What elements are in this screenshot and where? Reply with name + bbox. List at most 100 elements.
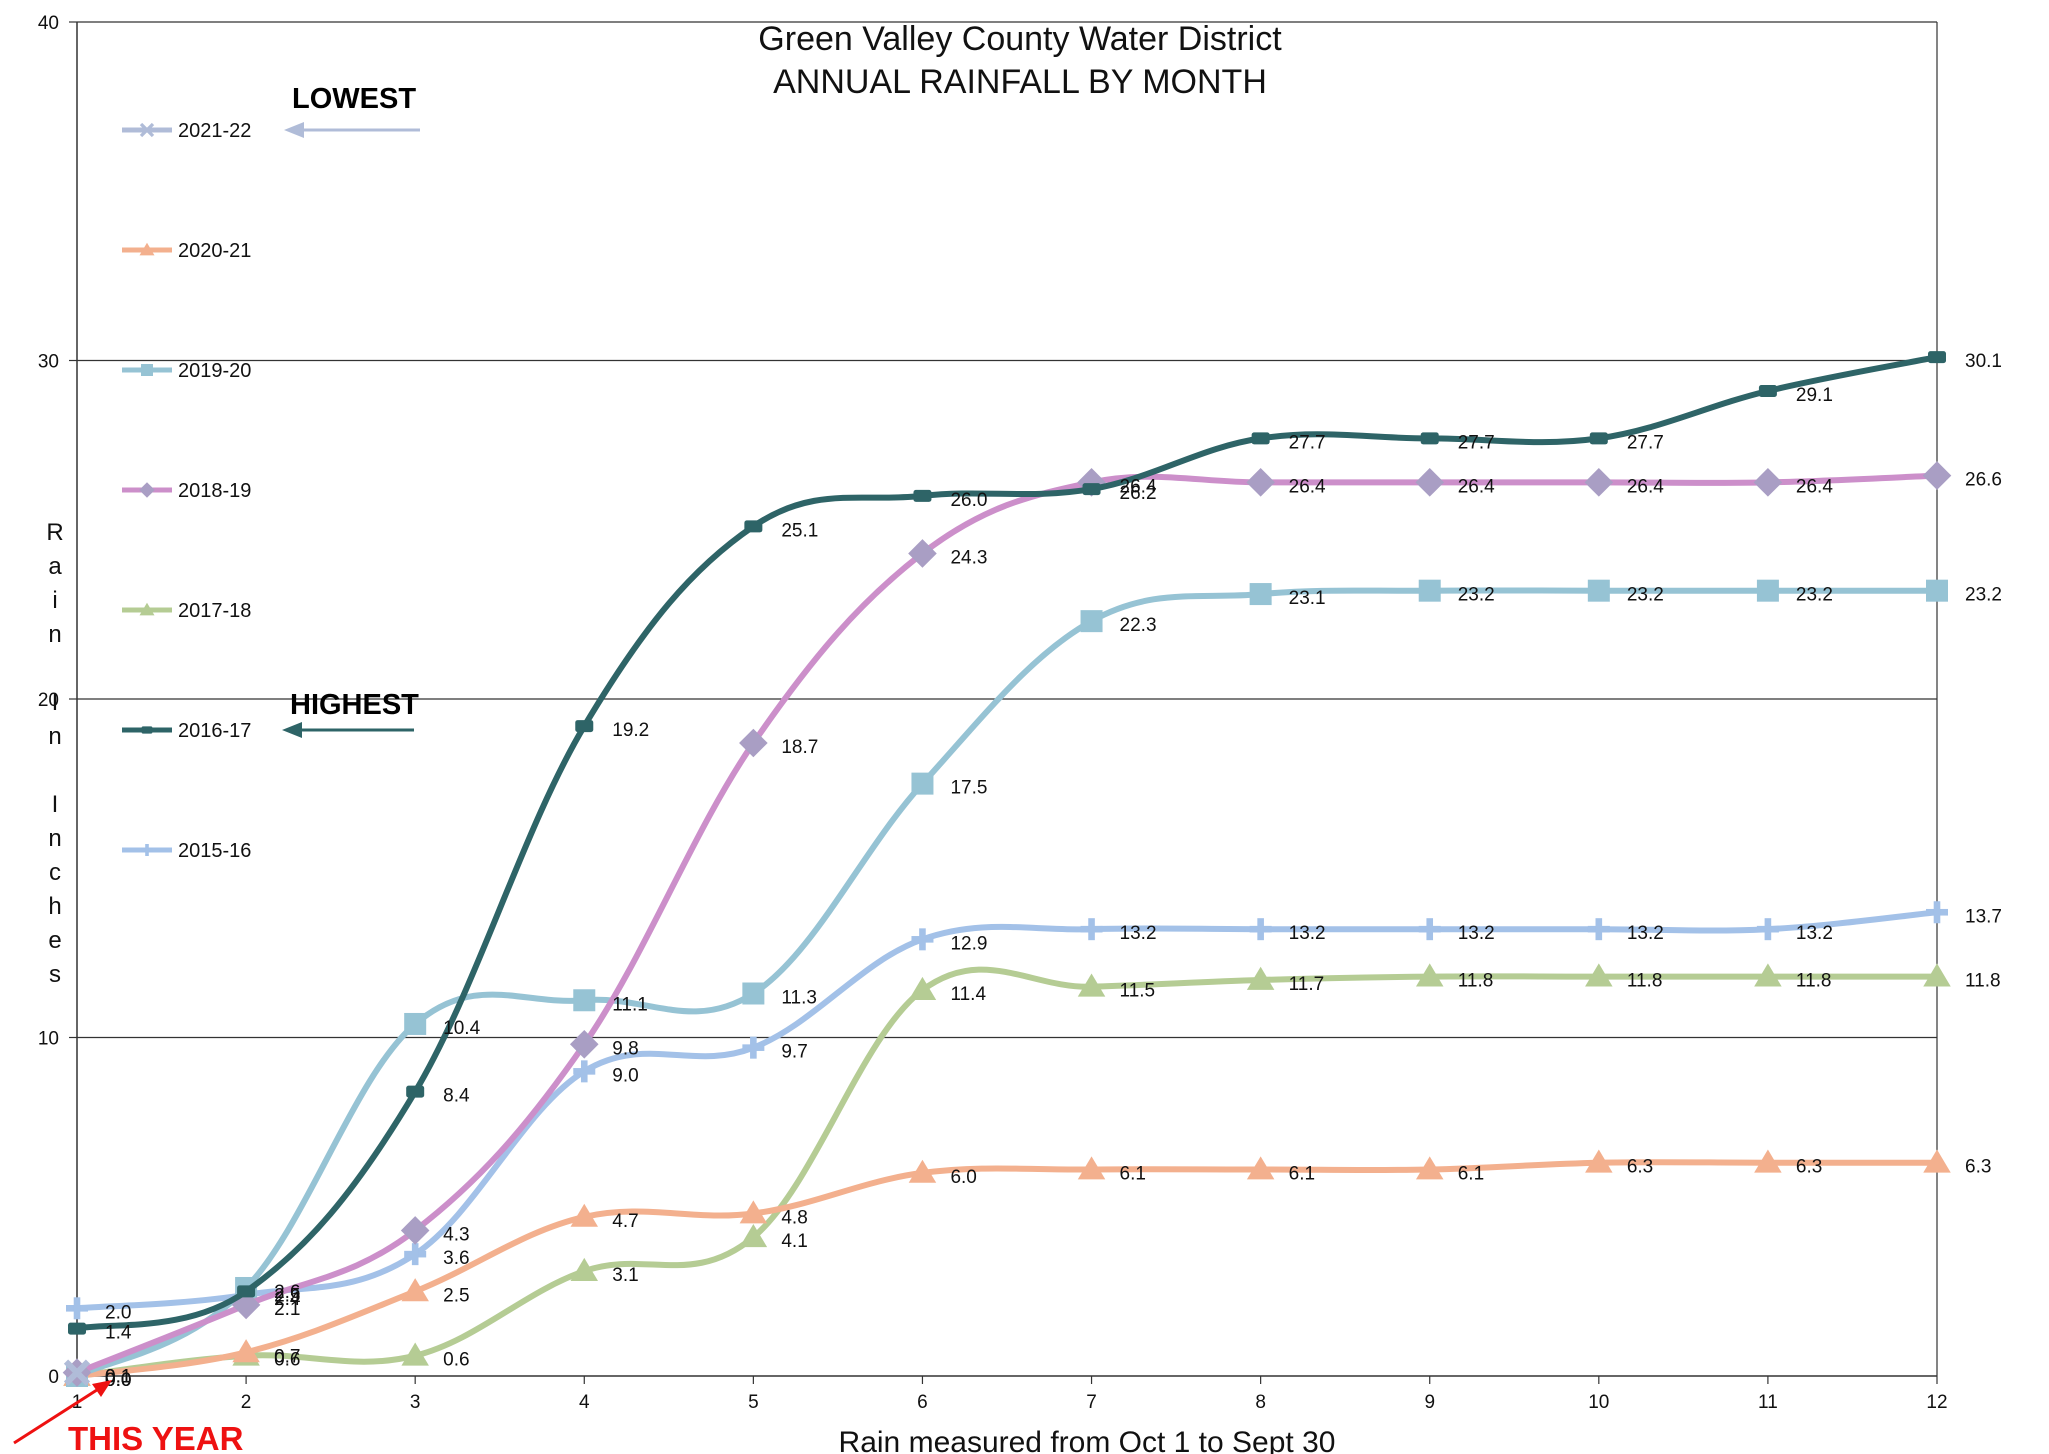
marker-2017-18-5: [739, 1224, 768, 1248]
data-label-2020-21-10: 6.3: [1627, 1157, 1653, 1178]
data-label-2015-16-8: 13.2: [1289, 923, 1326, 944]
series-2021-22: [63, 1359, 91, 1386]
marker-2017-18-3: [401, 1342, 429, 1366]
marker-2018-19-10: [1584, 468, 1614, 497]
data-label-2020-21-1: 0.0: [105, 1370, 131, 1391]
marker-2020-21-10: [1585, 1149, 1613, 1173]
legend-label-2018-19: 2018-19: [178, 480, 251, 502]
y-tick-label-10: 10: [38, 1029, 59, 1050]
marker-2015-16-5: [742, 1036, 765, 1059]
y-tick-label-20: 20: [38, 690, 59, 711]
marker-2016-17-11: [1758, 384, 1777, 397]
marker-2020-21-8: [1246, 1156, 1275, 1180]
data-label-2016-17-12: 30.1: [1965, 351, 2002, 372]
marker-2016-17-4: [575, 720, 594, 733]
axes: 010203040123456789101112Rain measured fr…: [38, 13, 1948, 1454]
legend-item-2021-22: 2021-22: [122, 120, 251, 142]
data-label-2019-20-12: 23.2: [1965, 585, 2002, 606]
legend-item-2015-16: 2015-16: [122, 840, 251, 862]
data-label-2016-17-8: 27.7: [1289, 432, 1326, 453]
legend-item-2018-19: 2018-19: [122, 480, 251, 502]
marker-2017-18-11: [1754, 963, 1782, 987]
data-label-2017-18-4: 3.1: [612, 1265, 638, 1286]
lowest-callout-label: LOWEST: [292, 83, 416, 115]
data-label-2017-18-3: 0.6: [443, 1350, 469, 1371]
x-tick-label-5: 5: [748, 1392, 759, 1413]
marker-2016-17-1: [68, 1322, 86, 1335]
legend-marker-2017-18: [139, 602, 155, 616]
series-2017-18: [63, 963, 1951, 1386]
marker-2019-20-8: [1249, 583, 1272, 606]
data-label-2015-16-4: 9.0: [612, 1065, 638, 1086]
data-label-2018-19-10: 26.4: [1627, 476, 1664, 497]
data-label-2016-17-7: 26.2: [1120, 483, 1157, 504]
series-group: [62, 351, 1952, 1387]
legend-item-2020-21: 2020-21: [122, 240, 251, 262]
marker-2015-16-9: [1418, 918, 1441, 941]
chart-title-line-2: ANNUAL RAINFALL BY MONTH: [773, 63, 1267, 101]
legend-label-2016-17: 2016-17: [178, 720, 251, 742]
data-label-2015-16-11: 13.2: [1796, 923, 1833, 944]
legend-marker-2015-16: [141, 844, 153, 856]
series-line-2020-21: [74, 1159, 1940, 1379]
marker-2017-18-12: [1923, 963, 1951, 987]
data-label-2019-20-3: 10.4: [443, 1018, 480, 1039]
this-year-arrow-head: [92, 1380, 112, 1397]
marker-2018-19-9: [1415, 468, 1445, 497]
data-label-2019-20-6: 17.5: [950, 778, 987, 799]
marker-2020-21-7: [1077, 1156, 1106, 1180]
marker-2017-18-7: [1077, 973, 1106, 997]
marker-2020-21-3: [401, 1278, 429, 1302]
data-label-2017-18-10: 11.8: [1627, 971, 1663, 992]
data-label-2018-19-4: 9.8: [612, 1038, 638, 1059]
marker-2020-21-11: [1754, 1149, 1782, 1173]
marker-2015-16-8: [1249, 918, 1272, 941]
marker-2015-16-4: [573, 1060, 596, 1083]
data-label-2016-17-9: 27.7: [1458, 432, 1495, 453]
data-label-2015-16-10: 13.2: [1627, 923, 1664, 944]
this-year-callout-label: THIS YEAR: [68, 1420, 244, 1454]
legend-marker-2019-20: [141, 364, 153, 376]
data-label-2020-21-8: 6.1: [1289, 1164, 1315, 1185]
marker-2016-17-5: [744, 520, 763, 533]
legend-marker-2018-19: [139, 482, 155, 498]
highest-arrow-head: [282, 722, 302, 738]
marker-2018-19-11: [1753, 468, 1783, 497]
data-label-2017-18-12: 11.8: [1965, 971, 2001, 992]
data-label-2017-18-2: 0.6: [274, 1350, 300, 1371]
data-label-2016-17-6: 26.0: [950, 490, 987, 511]
x-tick-label-12: 12: [1926, 1392, 1947, 1413]
marker-2016-17-9: [1420, 432, 1439, 445]
y-tick-label-30: 30: [38, 352, 59, 373]
data-label-2018-19-8: 26.4: [1289, 476, 1326, 497]
data-label-2018-19-9: 26.4: [1458, 476, 1495, 497]
data-label-2015-16-3: 3.6: [443, 1248, 469, 1269]
data-label-2019-20-10: 23.2: [1627, 585, 1664, 606]
marker-2018-19-4: [569, 1029, 599, 1059]
marker-2017-18-6: [908, 976, 937, 1001]
data-label-2016-17-1: 1.4: [105, 1323, 132, 1344]
marker-2015-16-7: [1080, 918, 1103, 941]
x-tick-label-10: 10: [1588, 1392, 1609, 1413]
this-year-arrow-shaft: [13, 1386, 101, 1445]
data-label-2020-21-7: 6.1: [1120, 1164, 1146, 1185]
data-label-2018-19-12: 26.6: [1965, 470, 2002, 491]
marker-2019-20-3: [404, 1012, 427, 1035]
marker-2016-17-10: [1589, 432, 1608, 445]
marker-2018-19-2: [231, 1290, 261, 1320]
data-label-2017-18-7: 11.5: [1120, 981, 1156, 1002]
data-label-2017-18-9: 11.8: [1458, 971, 1494, 992]
data-label-2017-18-8: 11.7: [1289, 974, 1325, 995]
marker-2016-17-6: [913, 489, 932, 502]
marker-2016-17-8: [1251, 432, 1270, 445]
legend-marker-2020-21: [139, 242, 155, 256]
chart-title-line-1: Green Valley County Water District: [758, 20, 1282, 58]
data-label-2020-21-3: 2.5: [443, 1285, 469, 1306]
data-label-2019-20-9: 23.2: [1458, 585, 1495, 606]
data-label-2015-16-9: 13.2: [1458, 923, 1495, 944]
series-2018-19: [62, 461, 1952, 1387]
legend-label-2020-21: 2020-21: [178, 240, 251, 262]
data-label-2018-19-7: 26.4: [1120, 476, 1157, 497]
data-label-2016-17-5: 25.1: [781, 520, 818, 541]
